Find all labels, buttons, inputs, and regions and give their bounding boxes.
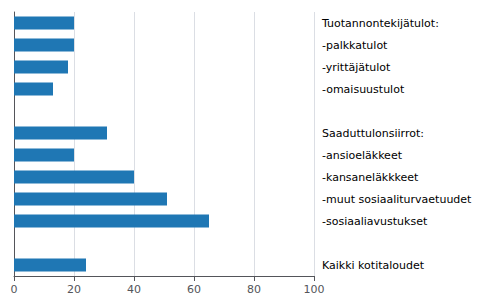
svg-text:80: 80	[247, 283, 261, 296]
svg-text:60: 60	[187, 283, 201, 296]
svg-text:-kansaneläkkkeet: -kansaneläkkkeet	[322, 171, 419, 184]
svg-text:Saaduttulonsiirrot:: Saaduttulonsiirrot:	[322, 127, 424, 140]
svg-text:-ansioeläkkeet: -ansioeläkkeet	[322, 149, 403, 162]
svg-text:-yrittäjätulot: -yrittäjätulot	[322, 61, 391, 74]
svg-text:20: 20	[67, 283, 81, 296]
svg-text:-sosiaaliavustukset: -sosiaaliavustukset	[322, 215, 428, 228]
svg-text:-muut sosiaaliturvaetuudet: -muut sosiaaliturvaetuudet	[322, 193, 472, 206]
svg-text:-palkkatulot: -palkkatulot	[322, 39, 388, 52]
svg-text:40: 40	[127, 283, 141, 296]
svg-text:0: 0	[11, 283, 18, 296]
svg-text:100: 100	[304, 283, 325, 296]
svg-text:-omaisuustulot: -omaisuustulot	[322, 83, 405, 96]
svg-text:Tuotannontekijätulot:: Tuotannontekijätulot:	[321, 17, 439, 30]
svg-text:Kaikki kotitaloudet: Kaikki kotitaloudet	[322, 259, 425, 272]
